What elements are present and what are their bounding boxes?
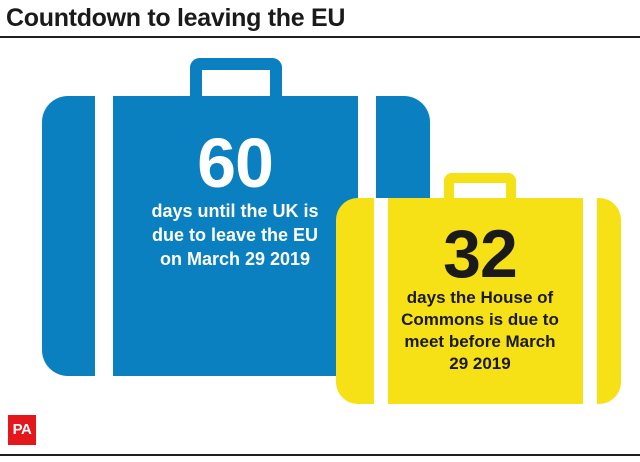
page-title: Countdown to leaving the EU <box>6 4 346 32</box>
caption-line: on March 29 2019 <box>159 249 311 269</box>
caption-line: days the House of <box>406 288 554 307</box>
caption-line: Commons is due to <box>401 310 559 329</box>
caption-line: days until the UK is <box>151 201 319 221</box>
pa-logo: PA <box>8 415 36 445</box>
caption-line: 29 2019 <box>449 354 511 373</box>
blue-suitcase-strap-left <box>95 96 113 376</box>
yellow-suitcase-handle <box>444 173 516 213</box>
title-divider <box>0 36 640 38</box>
days-until-leave-number: 60 <box>197 124 274 202</box>
days-until-leave-caption: days until the UK is due to leave the EU… <box>106 199 364 271</box>
caption-line: due to leave the EU <box>151 225 319 245</box>
caption-line: meet before March <box>404 332 556 351</box>
commons-days-number: 32 <box>443 216 518 292</box>
blue-suitcase-handle <box>190 58 282 108</box>
yellow-suitcase-strap-right <box>583 198 597 404</box>
footer-divider <box>0 454 640 456</box>
yellow-suitcase-strap-left <box>374 198 388 404</box>
commons-sitting-days: 32 days the House of Commons is due to m… <box>385 220 575 375</box>
uk-leave-countdown: 60 days until the UK is due to leave the… <box>106 128 364 271</box>
yellow-suitcase <box>336 198 621 404</box>
commons-days-caption: days the House of Commons is due to meet… <box>385 287 575 375</box>
